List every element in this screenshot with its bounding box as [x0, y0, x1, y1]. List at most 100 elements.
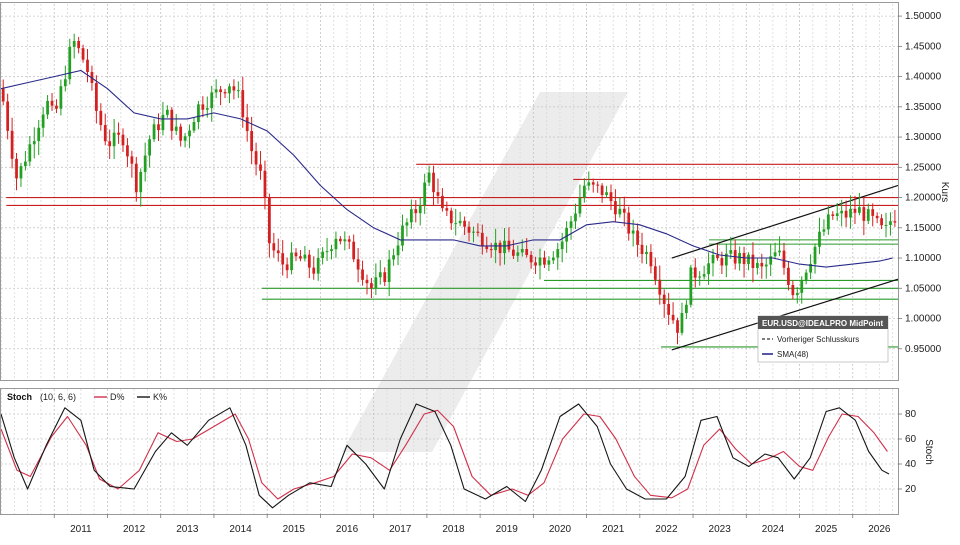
candle-body-up: [538, 257, 542, 266]
candle-body-down: [103, 125, 107, 142]
candle-body-up: [795, 292, 799, 296]
stoch-title: Stoch: [7, 392, 32, 402]
candle-body-up: [41, 114, 45, 128]
candle-body-up: [680, 313, 684, 333]
candle-body-down: [609, 192, 613, 202]
candle-body-down: [480, 232, 484, 247]
candle-body-up: [645, 251, 648, 255]
candle-body-down: [760, 262, 764, 267]
candle-body-down: [636, 230, 639, 245]
candle-body-down: [662, 294, 666, 304]
candle-body-down: [201, 104, 205, 110]
candle-body-down: [875, 215, 879, 219]
candle-body-up: [290, 252, 293, 271]
price-legend: EUR.USD@IDEALPRO MidPoint Vorheriger Sch…: [757, 315, 889, 363]
candle-body-down: [485, 246, 489, 250]
candle-body-down: [307, 254, 311, 268]
candle-body-down: [347, 239, 351, 242]
candle-body-down: [622, 208, 626, 213]
candle-body-up: [458, 220, 462, 224]
candle-body-up: [378, 272, 382, 278]
candle-body-up: [37, 127, 41, 142]
candle-body-down: [441, 195, 444, 209]
candle-body-up: [197, 104, 200, 123]
candle-body-up: [59, 86, 63, 109]
candle-body-up: [755, 262, 759, 268]
x-axis: 2011 2012 2013 2014 2015 2016 2017 2018 2019 2020…: [53, 514, 891, 535]
stoch-tick-label: 80: [905, 409, 917, 420]
candle-body-down: [338, 238, 342, 242]
candle-body-down: [6, 101, 10, 131]
candle-body-up: [764, 264, 768, 267]
x-tick-label: 2020: [549, 524, 572, 535]
candle-body-down: [299, 256, 302, 259]
candle-body-down: [121, 134, 125, 146]
candle-body-down: [534, 262, 537, 266]
candle-body-up: [605, 192, 608, 196]
stoch-d-label: D%: [110, 392, 125, 402]
candle-body-down: [445, 208, 449, 211]
x-tick-label: 2012: [123, 524, 146, 535]
candle-body-down: [720, 258, 724, 266]
stoch-header: Stoch (10, 6, 6) D% K%: [7, 392, 167, 402]
candle-body-down: [312, 267, 316, 274]
candle-body-down: [844, 210, 848, 218]
candle-body-down: [751, 254, 755, 268]
candle-body-up: [236, 90, 240, 92]
candle-body-up: [192, 122, 196, 131]
candle-body-down: [55, 105, 58, 109]
stoch-d-line: [0, 409, 888, 500]
candle-body-up: [778, 250, 781, 253]
x-tick-label: 2026: [868, 524, 891, 535]
legend-prev-close: Vorheriger Schlusskurs: [777, 335, 859, 344]
stoch-k-label: K%: [153, 392, 167, 402]
candle-body-up: [711, 254, 715, 264]
candle-body-down: [232, 86, 236, 91]
stoch-y-axis: 80 60 40 20: [898, 409, 917, 495]
candle-body-up: [28, 144, 32, 162]
candle-body-up: [454, 223, 458, 225]
candle-body-up: [569, 221, 573, 228]
price-tick-label: 1.45000: [905, 41, 942, 52]
stoch-params: (10, 6, 6): [40, 392, 76, 402]
candle-body-down: [254, 151, 258, 165]
candle-body-up: [19, 166, 23, 179]
candle-body-up: [228, 86, 231, 94]
candle-body-down: [791, 284, 795, 296]
candle-body-down: [15, 158, 18, 179]
candle-body-up: [849, 208, 852, 218]
candle-body-up: [889, 221, 892, 225]
candle-body-up: [72, 40, 76, 47]
candle-body-down: [880, 218, 883, 226]
candle-body-down: [463, 220, 466, 227]
candle-body-down: [157, 124, 160, 131]
candle-body-up: [685, 304, 688, 314]
price-tick-label: 1.20000: [905, 193, 942, 204]
candle-body-down: [436, 192, 440, 196]
candle-body-down: [130, 156, 134, 164]
candle-body-down: [126, 145, 129, 157]
x-tick-label: 2019: [496, 524, 519, 535]
candle-body-down: [614, 201, 617, 215]
candle-body-down: [671, 314, 675, 321]
candle-body-down: [250, 131, 254, 152]
candle-body-down: [352, 241, 356, 260]
candle-body-up: [747, 254, 750, 265]
candle-body-up: [188, 130, 191, 137]
candle-body-down: [263, 170, 267, 197]
candle-body-down: [95, 82, 98, 111]
candle-body-down: [50, 100, 54, 106]
candle-body-down: [893, 221, 897, 223]
candle-body-up: [587, 182, 591, 186]
candle-body-down: [476, 231, 480, 233]
candle-body-up: [392, 255, 395, 260]
price-tick-label: 1.30000: [905, 132, 942, 143]
candle-body-down: [294, 252, 298, 257]
candle-body-up: [325, 251, 329, 253]
candle-body-down: [831, 214, 835, 216]
candle-body-up: [303, 254, 307, 259]
candle-body-down: [591, 182, 595, 185]
candle-body-up: [689, 267, 693, 305]
candle-body-down: [108, 141, 112, 147]
